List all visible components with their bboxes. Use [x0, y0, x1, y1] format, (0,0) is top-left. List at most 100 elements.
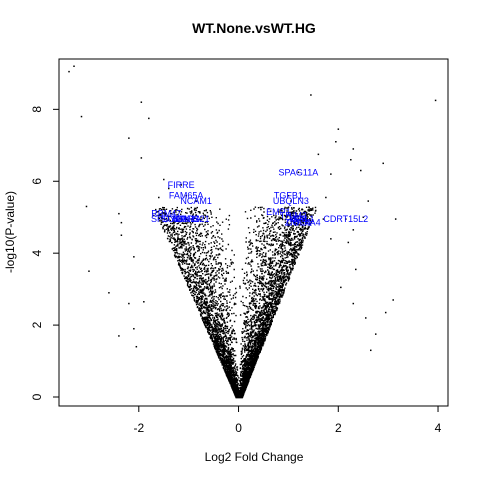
data-point [80, 115, 83, 118]
data-point [118, 212, 120, 215]
data-point [128, 302, 130, 305]
data-point [394, 218, 397, 220]
data-point [88, 270, 90, 272]
gene-label: NCAM1 [180, 196, 212, 206]
data-point [352, 229, 355, 231]
data-point [350, 158, 352, 161]
data-point [148, 117, 150, 120]
data-point [335, 141, 337, 143]
data-point [118, 335, 120, 337]
gene-label: TRIM2 [280, 210, 307, 220]
data-point [337, 128, 340, 130]
data-point [392, 299, 394, 301]
data-point [68, 70, 70, 73]
labeled-point [292, 214, 295, 217]
gene-label: WARS21 [173, 214, 210, 224]
data-point [325, 196, 327, 199]
data-point [360, 169, 362, 172]
labeled-point [185, 194, 187, 197]
x-axis-label: Log2 Fold Change [205, 450, 304, 464]
data-point [153, 214, 155, 217]
labeled-point [287, 194, 290, 197]
dense-point-cloud [155, 206, 317, 399]
labeled-point [165, 212, 168, 215]
data-point [347, 241, 350, 244]
y-tick-label: 0 [30, 393, 44, 400]
x-tick-label: -2 [133, 421, 144, 435]
data-point [374, 333, 377, 335]
labeled-point [180, 184, 182, 186]
data-point [140, 101, 143, 103]
labeled-point [345, 218, 347, 220]
data-point [355, 268, 357, 271]
labeled-point [277, 211, 280, 213]
gene-label: SAL1 [292, 214, 314, 224]
dense-points-path [155, 206, 317, 399]
labeled-point [290, 200, 292, 202]
data-point [310, 94, 312, 96]
y-axis-label: -log10(P-value) [3, 191, 17, 273]
data-point [158, 196, 160, 199]
x-tick-label: 2 [335, 421, 342, 435]
gene-label: FIRRE [168, 180, 195, 190]
labeled-point [297, 218, 300, 220]
gene-label: FAM65A [169, 191, 204, 201]
gene-label: EMP1 [266, 207, 291, 217]
data-point [108, 292, 110, 294]
data-point [330, 173, 332, 175]
data-point [168, 187, 170, 190]
data-point [317, 153, 320, 156]
data-point [382, 162, 384, 165]
labeled-point [180, 218, 182, 220]
x-tick-label: 4 [435, 421, 442, 435]
data-point [384, 311, 387, 314]
data-point [85, 205, 88, 208]
data-point [352, 148, 355, 150]
y-axis: 0 2 4 6 8 [30, 106, 60, 400]
gene-label: SPDYE3 [151, 214, 187, 224]
x-tick-label: 0 [235, 421, 242, 435]
sparse-point-group [68, 65, 437, 352]
gene-label: CDRT15L2 [323, 214, 368, 224]
labeled-point [168, 218, 170, 220]
y-tick-label: 2 [30, 321, 44, 328]
gene-label: TGFB1 [274, 191, 303, 201]
data-point [120, 234, 123, 236]
data-point [128, 137, 130, 139]
data-point [73, 65, 75, 67]
data-point [133, 327, 135, 330]
gene-label: NPB [289, 214, 308, 224]
labeled-point [297, 221, 300, 224]
gene-label: RBM47 [151, 209, 181, 219]
labeled-point [302, 218, 305, 220]
labeled-point [195, 200, 197, 202]
data-point [365, 317, 367, 319]
chart-title: WT.None.vsWT.HG [192, 20, 316, 36]
data-point [330, 238, 332, 240]
y-tick-label: 6 [30, 178, 44, 185]
data-point [120, 221, 123, 224]
data-point [367, 200, 370, 202]
gene-label: SPAG11A [279, 167, 319, 177]
data-point [434, 99, 437, 102]
data-point [352, 302, 355, 305]
data-point [362, 216, 365, 219]
labeled-point [190, 218, 192, 220]
y-tick-label: 4 [30, 250, 44, 257]
labeled-point [185, 218, 187, 220]
gene-label: UBQLN3 [273, 196, 309, 206]
gene-label: SOWAHA [161, 214, 201, 224]
data-point [143, 301, 145, 303]
labeled-point [302, 221, 305, 224]
gene-label: STK11 [173, 214, 200, 224]
y-tick-label: 8 [30, 106, 44, 113]
data-point [135, 345, 138, 348]
x-axis: -2 0 2 4 [133, 405, 442, 435]
data-point [140, 157, 143, 159]
gene-label: COL4A4 [286, 218, 321, 228]
data-point [133, 256, 135, 258]
data-point [322, 218, 325, 220]
data-point [340, 286, 342, 289]
